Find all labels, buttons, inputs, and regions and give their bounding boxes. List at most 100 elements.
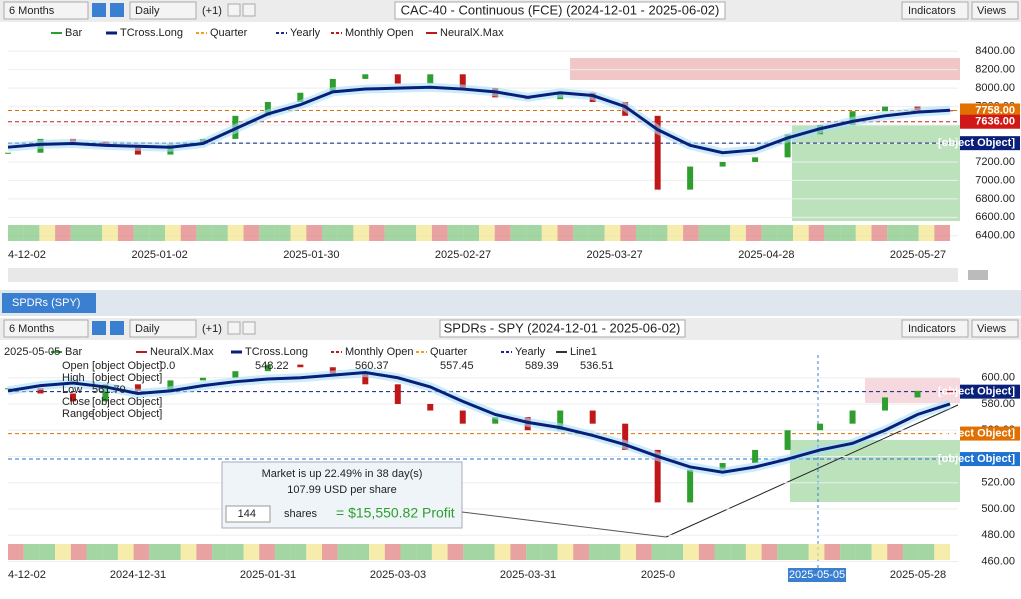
shares-input[interactable] — [225, 505, 271, 523]
regime-cell — [117, 544, 134, 560]
x-tick-label: 2025-05-05 — [789, 569, 845, 581]
legend-label: TCross.Long — [120, 27, 183, 39]
candle — [654, 115, 661, 190]
legend-reading: 560.37 — [355, 360, 389, 372]
price-tag — [960, 426, 1020, 441]
candle — [167, 380, 174, 391]
minus[interactable] — [242, 321, 256, 335]
regime-cell — [369, 225, 385, 241]
symbol-box[interactable] — [439, 319, 686, 338]
regime-cell — [447, 225, 464, 241]
zoom-in[interactable] — [92, 321, 106, 335]
regime-cell — [714, 225, 731, 241]
interval-select[interactable] — [129, 1, 197, 20]
support-zone — [792, 125, 960, 221]
symbol-box[interactable] — [394, 1, 726, 20]
regime-cell — [557, 544, 574, 560]
ohlc-value: [object Object] — [92, 372, 162, 384]
regime-cell — [651, 544, 668, 560]
regime-cell — [102, 225, 118, 241]
ohlc-name: Close — [62, 396, 90, 408]
regime-cell — [180, 225, 197, 241]
plus[interactable] — [227, 321, 241, 335]
shares-value: 144 — [238, 508, 256, 520]
regime-cell — [588, 544, 605, 560]
regime-cell — [196, 544, 213, 560]
candle — [362, 74, 369, 79]
y-tick-label: 7200.00 — [975, 156, 1015, 168]
regime-cell — [369, 544, 385, 560]
x-tick-label: 2025-01-02 — [132, 249, 188, 261]
candle — [37, 388, 44, 394]
candle — [784, 430, 791, 450]
candle — [427, 403, 434, 411]
regime-cell — [400, 544, 417, 560]
indicators-button[interactable] — [901, 1, 969, 20]
resistance-zone — [865, 378, 960, 403]
period: 6 Months — [9, 5, 55, 17]
regime-cell — [290, 225, 307, 241]
y-tick-label: 460.00 — [981, 555, 1015, 567]
tooltip-pointer — [461, 511, 667, 538]
regime-cell — [761, 225, 778, 241]
regime-cell — [573, 544, 589, 560]
views: Views — [977, 323, 1007, 335]
legend-label: Monthly Open — [345, 27, 413, 39]
candle — [394, 384, 401, 404]
scrollbar[interactable] — [8, 268, 958, 282]
zoom-out[interactable] — [110, 321, 124, 335]
regime-cell — [855, 544, 872, 560]
interval: Daily — [135, 323, 160, 335]
x-tick-label: 4-12-02 — [8, 569, 46, 581]
plus[interactable] — [227, 3, 241, 17]
regime-cell — [431, 544, 448, 560]
ohlc-value: [object Object] — [92, 396, 162, 408]
legend-label: Bar — [65, 27, 82, 39]
regime-cell — [447, 544, 464, 560]
regime-cell — [70, 225, 87, 241]
legend-label: NeuralX.Max — [440, 27, 504, 39]
regime-cell — [918, 225, 935, 241]
regime-cell — [274, 544, 291, 560]
regime-cell — [227, 225, 244, 241]
x-tick-label: 2025-01-31 — [240, 569, 296, 581]
views-button[interactable] — [971, 1, 1019, 20]
regime-cell — [39, 544, 56, 560]
zoom-out[interactable] — [110, 3, 124, 17]
regime-cell — [23, 544, 40, 560]
regime-cell — [8, 225, 24, 241]
period-select[interactable] — [3, 1, 89, 20]
regime-cell — [761, 544, 778, 560]
resistance-zone — [570, 58, 960, 80]
candle — [232, 371, 239, 378]
regime-cell — [165, 544, 181, 560]
zoom-in[interactable] — [92, 3, 106, 17]
regime-cell — [636, 225, 652, 241]
ohlc-value: [object Object] — [92, 360, 162, 372]
ohlc-name: Low — [62, 384, 82, 396]
regime-cell — [463, 225, 479, 241]
candle — [199, 377, 206, 381]
tcross-line — [7, 85, 951, 155]
regime-cell — [620, 225, 636, 241]
symbol-tab[interactable] — [2, 293, 96, 313]
scroll-thumb[interactable] — [968, 270, 988, 280]
regime-cell — [274, 225, 291, 241]
price-tag — [960, 384, 1020, 399]
minus[interactable] — [242, 3, 256, 17]
symbol-title: CAC-40 - Continuous (FCE) (2024-12-01 - … — [401, 2, 720, 17]
tab-strip — [0, 290, 1021, 316]
x-tick-label: 2025-02-27 — [435, 249, 491, 261]
x-tick-label: 2025-05-27 — [890, 249, 946, 261]
regime-cell — [416, 544, 432, 560]
candle — [817, 423, 824, 431]
y-tick-label: 6400.00 — [975, 230, 1015, 242]
legend-label: Quarter — [210, 27, 248, 39]
price-tag-label: [object Object] — [938, 453, 1015, 465]
period-select[interactable] — [3, 319, 89, 338]
ohlc-name: Open — [62, 360, 89, 372]
interval-select[interactable] — [129, 319, 197, 338]
regime-cell — [39, 225, 56, 241]
indicators-button[interactable] — [901, 319, 969, 338]
views-button[interactable] — [971, 319, 1019, 338]
